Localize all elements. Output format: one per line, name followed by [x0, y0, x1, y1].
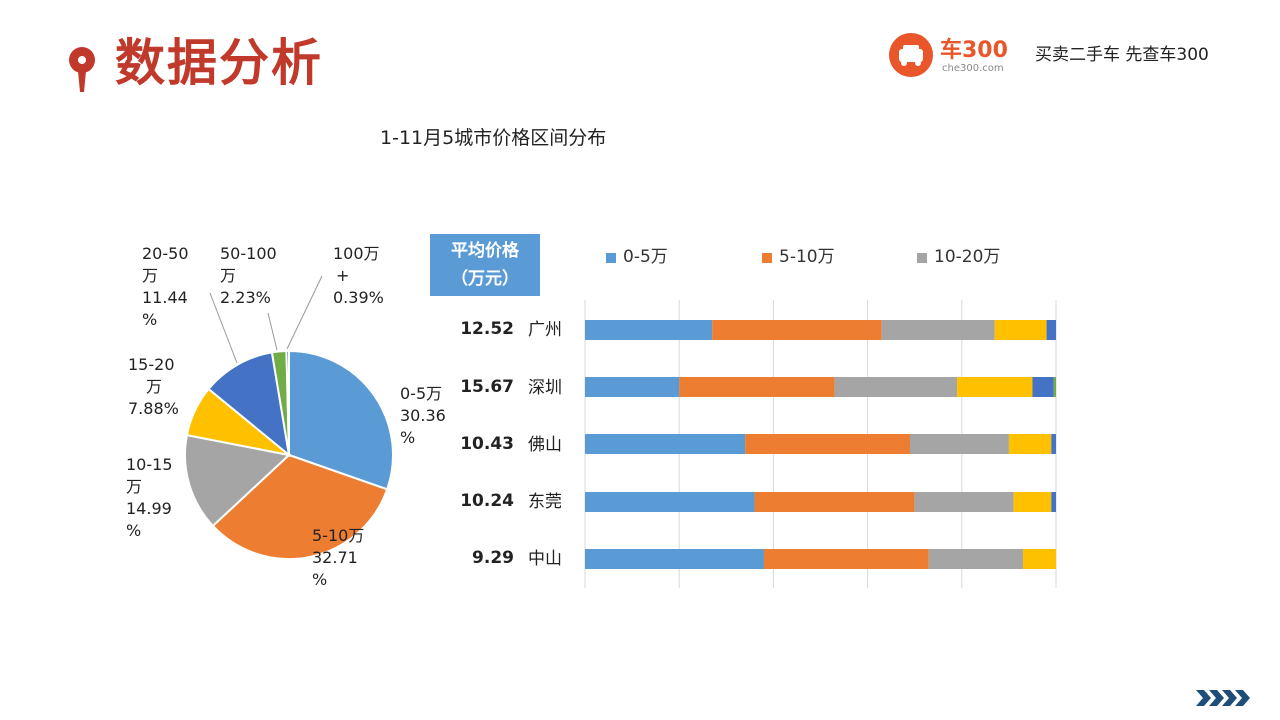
bar-segment — [1046, 320, 1056, 340]
legend-swatch-0-5 — [606, 253, 616, 263]
bar-segment — [585, 377, 680, 397]
avg-price-dongguan: 10.24 — [460, 491, 514, 511]
bar-segment — [745, 434, 910, 454]
pie-slice — [288, 349, 394, 491]
pie-label-100-plus: 100万 +0.39% — [333, 244, 384, 307]
brand-url: che300.com — [942, 63, 1004, 74]
bar-segment — [585, 549, 764, 569]
avg-price-guangzhou: 12.52 — [460, 319, 514, 339]
bar-segment — [914, 492, 1014, 512]
location-pin-icon — [69, 47, 95, 92]
car-logo-icon — [889, 33, 933, 77]
bar-segment — [994, 320, 1047, 340]
bar-segment — [763, 549, 929, 569]
legend-label-10-20: 10-20万 — [934, 247, 1001, 267]
bar-segment — [928, 549, 1024, 569]
city-guangzhou: 广州 — [528, 320, 562, 340]
pie-leader-line — [209, 292, 238, 364]
brand-name: 车300 — [940, 38, 1008, 63]
bar-segment — [881, 320, 995, 340]
bar-segment — [957, 377, 1033, 397]
bar-segment — [1013, 492, 1052, 512]
legend-label-0-5: 0-5万 — [623, 247, 668, 267]
avg-price-foshan: 10.43 — [460, 434, 514, 454]
bar-segment — [1051, 434, 1056, 454]
pie-label-20-50: 20-50 万 11.44% — [142, 244, 189, 329]
bar-segment — [1051, 492, 1056, 512]
pie-slice — [184, 433, 292, 528]
pie-slice — [207, 351, 291, 458]
pie-label-10-15: 10-15 万 14.99% — [126, 455, 173, 540]
bar-segment — [585, 434, 746, 454]
bar-segment — [1008, 434, 1052, 454]
legend-swatch-10-20 — [917, 253, 927, 263]
bar-segment — [1023, 549, 1056, 569]
bar-segment — [909, 434, 1009, 454]
pie-slice — [285, 349, 290, 456]
pie-leader-line — [286, 275, 323, 350]
bar-segment — [834, 377, 958, 397]
chart-title: 1-11月5城市价格区间分布 — [380, 127, 607, 149]
bar-segment — [754, 492, 915, 512]
pie-leader-line — [267, 312, 278, 351]
bar-segment — [1032, 377, 1054, 397]
city-dongguan: 东莞 — [528, 492, 562, 512]
page-title: 数据分析 — [115, 34, 323, 92]
next-chevrons-icon[interactable] — [1196, 688, 1250, 708]
pie-label-5-10: 5-10万 32.71% — [312, 526, 365, 589]
legend-label-5-10: 5-10万 — [779, 247, 835, 267]
bar-segment — [679, 377, 835, 397]
avg-price-zhongshan: 9.29 — [472, 548, 514, 568]
city-foshan: 佛山 — [528, 435, 562, 455]
pie-label-50-100: 50-100 万 2.23% — [220, 244, 277, 307]
pie-slice — [211, 453, 389, 560]
legend-swatch-5-10 — [762, 253, 772, 263]
city-zhongshan: 中山 — [528, 549, 562, 569]
bar-segment — [1053, 377, 1056, 397]
pie-label-0-5: 0-5万 30.36% — [400, 384, 446, 447]
bar-segment — [712, 320, 882, 340]
avg-price-shenzhen: 15.67 — [460, 377, 514, 397]
slogan: 买卖二手车 先查车300 — [1035, 45, 1209, 65]
city-shenzhen: 深圳 — [528, 378, 562, 398]
pie-label-15-20: 15-20 万 7.88% — [128, 355, 179, 418]
avg-price-header: 平均价格 （万元） — [430, 234, 540, 296]
bar-segment — [585, 492, 755, 512]
bar-segment — [585, 320, 713, 340]
